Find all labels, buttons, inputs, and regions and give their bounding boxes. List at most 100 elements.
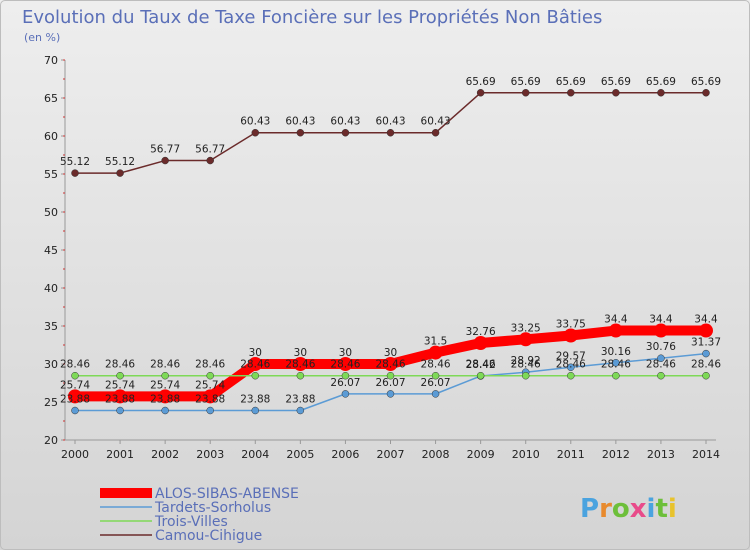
data-label: 23.88 <box>240 394 270 406</box>
data-point <box>431 371 440 380</box>
data-label: 60.43 <box>421 116 451 128</box>
data-label: 30.76 <box>646 341 676 353</box>
data-point <box>653 323 668 338</box>
data-point <box>383 357 398 371</box>
data-label: 30.16 <box>601 346 631 358</box>
data-point <box>71 371 79 380</box>
data-label: 55.12 <box>105 156 135 168</box>
data-label: 29.57 <box>556 350 586 362</box>
data-point <box>338 357 353 371</box>
data-point <box>518 332 533 347</box>
data-label: 25.74 <box>60 379 90 391</box>
data-label: 30 <box>384 347 397 359</box>
data-label: 32.76 <box>466 326 496 338</box>
legend-label: Trois-Villes <box>154 514 228 530</box>
data-point <box>71 169 79 177</box>
data-point <box>251 128 260 137</box>
logo-letter: r <box>599 494 612 524</box>
x-tick-label: 2013 <box>647 448 675 461</box>
data-point <box>657 371 665 380</box>
data-label: 28.46 <box>556 359 586 371</box>
data-label: 23.88 <box>105 394 135 406</box>
data-point <box>68 389 82 404</box>
logo-letter: i <box>668 494 677 524</box>
y-tick-label: 25 <box>44 396 58 409</box>
data-point <box>71 406 79 415</box>
data-label: 25.74 <box>150 379 180 391</box>
data-label: 28.46 <box>285 359 315 371</box>
data-point <box>341 128 350 137</box>
axes: 20 25 30 35 40 45 50 55 60 65 70 2000 2001 2002 2003 20… <box>44 54 720 461</box>
data-point <box>341 390 350 398</box>
series-2 <box>71 371 710 380</box>
x-tick-label: 2012 <box>602 448 630 461</box>
data-label: 28.46 <box>646 359 676 371</box>
data-point <box>476 371 485 380</box>
data-label: 28.42 <box>466 359 496 371</box>
data-label: 33.75 <box>556 319 586 331</box>
data-point <box>702 89 710 97</box>
data-label: 65.69 <box>601 76 631 88</box>
x-tick-label: 2001 <box>106 448 134 461</box>
legend-label: Tardets-Sorholus <box>154 500 271 516</box>
data-point <box>702 349 710 358</box>
series-3 <box>71 89 710 177</box>
data-label: 60.43 <box>240 116 270 128</box>
data-label: 31.5 <box>424 336 447 348</box>
x-tick-label: 2006 <box>331 448 359 461</box>
data-label: 31.37 <box>691 337 721 349</box>
data-point <box>612 89 620 97</box>
data-label: 55.12 <box>60 156 90 168</box>
data-point <box>567 89 575 97</box>
data-point <box>251 371 260 380</box>
data-label: 26.07 <box>421 377 451 389</box>
data-label: 28.46 <box>511 359 541 371</box>
data-label: 65.69 <box>691 76 721 88</box>
data-point <box>116 169 124 177</box>
x-tick-label: 2003 <box>196 448 224 461</box>
data-label: 56.77 <box>150 144 180 156</box>
data-label: 23.88 <box>195 394 225 406</box>
legend: ALOS-SIBAS-ABENSETardets-SorholusTrois-V… <box>100 486 299 544</box>
y-tick-label: 50 <box>44 206 58 219</box>
data-label: 26.07 <box>375 377 405 389</box>
y-tick-label: 60 <box>44 130 58 143</box>
data-point <box>158 389 173 404</box>
data-label: 34.4 <box>604 314 628 326</box>
data-label: 30 <box>249 347 262 359</box>
x-tick-label: 2002 <box>151 448 179 461</box>
data-point <box>116 371 124 380</box>
data-point <box>386 371 395 380</box>
data-point <box>608 323 623 338</box>
x-tick-label: 2005 <box>286 448 314 461</box>
data-point <box>657 89 665 97</box>
data-label: 28.46 <box>60 359 90 371</box>
legend-label: ALOS-SIBAS-ABENSE <box>155 486 299 502</box>
y-tick-label: 65 <box>44 92 58 105</box>
data-labels-2: 28.46 28.46 28.46 28.46 28.46 28.46 28.46 28.46… <box>60 359 721 371</box>
x-tick-label: 2007 <box>377 448 405 461</box>
data-point <box>161 371 169 380</box>
data-labels-1: 23.88 23.88 23.88 23.88 23.88 23.88 26.07 26.07… <box>60 337 721 406</box>
proxiti-logo: Proxiti <box>580 494 677 524</box>
x-tick-label: 2010 <box>512 448 540 461</box>
data-point <box>116 406 124 415</box>
data-point <box>702 371 710 380</box>
data-point <box>699 323 713 338</box>
data-point <box>251 406 260 415</box>
data-point <box>386 128 395 137</box>
data-point <box>296 371 305 380</box>
data-point <box>567 371 575 380</box>
y-tick-label: 55 <box>44 168 58 181</box>
data-point <box>296 128 305 137</box>
data-point <box>612 359 620 367</box>
logo-letter: x <box>630 494 647 524</box>
data-label: 65.69 <box>466 76 496 88</box>
data-point <box>296 406 305 415</box>
data-label: 28.46 <box>466 359 496 371</box>
y-tick-label: 20 <box>44 434 58 447</box>
data-point <box>248 357 263 371</box>
y-tick-label: 45 <box>44 244 58 257</box>
data-label: 23.88 <box>285 394 315 406</box>
data-label: 28.46 <box>330 359 360 371</box>
